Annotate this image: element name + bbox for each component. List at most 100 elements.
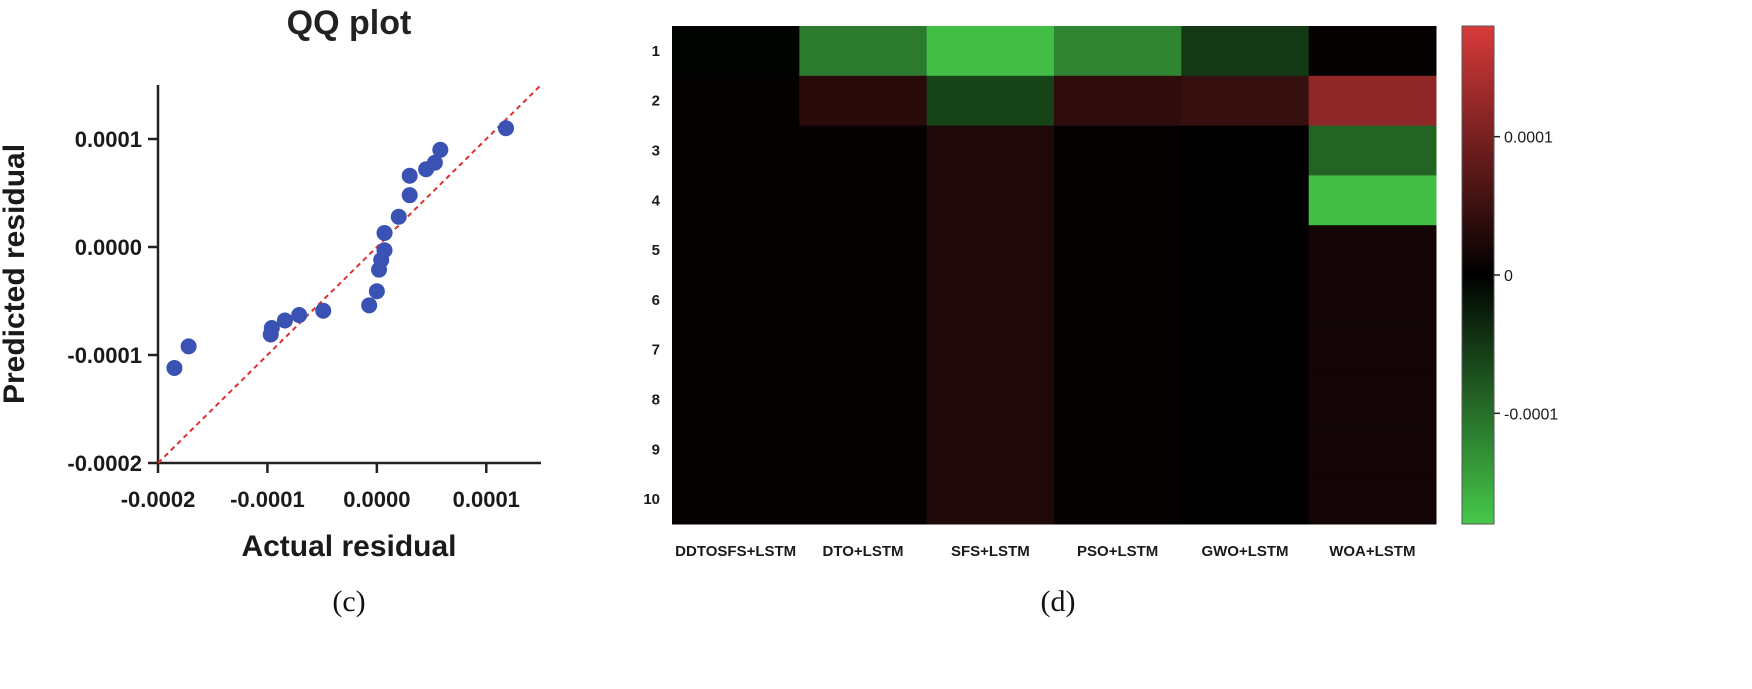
heatmap-row-label: 7 (652, 342, 660, 359)
heatmap-cell (1308, 374, 1437, 425)
heatmap-cell (1308, 424, 1437, 475)
heatmap-row-label: 6 (652, 292, 660, 309)
heatmap-cell (799, 374, 928, 425)
scatter-point (180, 338, 197, 355)
heatmap-cell (926, 324, 1055, 376)
heatmap-cell (799, 474, 928, 525)
x-axis-label: Actual residual (241, 530, 456, 563)
heatmap-cell (1054, 125, 1182, 176)
scatter-point (401, 167, 418, 184)
scatter-point (276, 312, 293, 329)
heatmap-cell (1181, 225, 1310, 276)
heatmap-row-label: 3 (652, 143, 660, 160)
heatmap-row-label: 1 (652, 43, 660, 60)
heatmap-cell (672, 26, 800, 77)
heatmap-cell (799, 175, 928, 226)
heatmap-cell (672, 125, 800, 176)
qq-ticks: -0.0002 -0.0001 0.0000 0.0001 -0.0002 -0.0001… (67, 127, 520, 512)
reference-line (157, 84, 542, 464)
scatter-point (376, 224, 393, 241)
heatmap-cell (799, 324, 928, 376)
heatmap-row-label: 5 (652, 242, 660, 259)
heatmap-cell (1308, 225, 1437, 276)
heatmap-cell (1054, 26, 1182, 77)
qq-plot-panel: QQ plot Actual residual Predicted residu… (0, 4, 542, 618)
heatmap-cell (672, 225, 800, 276)
heatmap-cell (1181, 275, 1310, 326)
heatmap-cells (672, 26, 1437, 525)
heatmap-row-label: 8 (652, 392, 660, 409)
heatmap-colorbar: 0.0001 0 -0.0001 (1461, 25, 1558, 525)
heatmap-cell (1181, 374, 1310, 425)
heatmap-row-label: 2 (652, 93, 660, 110)
colorbar-tick-label: 0 (1504, 268, 1513, 285)
heatmap-cell (926, 474, 1055, 525)
heatmap-cell (1308, 275, 1437, 326)
heatmap-cell (1308, 324, 1437, 376)
heatmap-cell (799, 275, 928, 326)
x-tick-label: -0.0001 (230, 487, 305, 512)
heatmap-cell (1181, 424, 1310, 475)
colorbar-tick-label: -0.0001 (1504, 406, 1558, 423)
heatmap-cell (1181, 474, 1310, 525)
scatter-point (432, 141, 449, 158)
heatmap-cell (926, 275, 1055, 326)
y-tick-label: -0.0001 (67, 343, 142, 368)
heatmap-cell (1054, 424, 1182, 475)
heatmap-cell (926, 175, 1055, 226)
heatmap-cell (926, 125, 1055, 176)
scatter-point (497, 120, 514, 137)
caption-d: (d) (1041, 585, 1076, 618)
heatmap-cell (926, 374, 1055, 425)
heatmap-cell (672, 374, 800, 425)
heatmap-cell (1054, 374, 1182, 425)
qq-plot-title: QQ plot (287, 4, 412, 42)
heatmap-cell (799, 225, 928, 276)
heatmap-cell (1181, 324, 1310, 376)
heatmap-column-label: DTO+LSTM (823, 543, 904, 560)
heatmap-cell (672, 275, 800, 326)
scatter-point (361, 297, 378, 314)
heatmap-cell (672, 75, 800, 127)
heatmap-column-label: WOA+LSTM (1329, 543, 1415, 560)
heatmap-cell (1308, 26, 1437, 77)
scatter-point (166, 359, 183, 376)
heatmap-cell (1181, 175, 1310, 226)
heatmap-cell (672, 175, 800, 226)
heatmap-row-labels: 1 2 3 4 5 6 7 8 9 10 (643, 43, 660, 508)
heatmap-cell (1308, 75, 1437, 127)
heatmap-cell (1054, 175, 1182, 226)
colorbar-gradient (1461, 25, 1495, 525)
heatmap-cell (1181, 26, 1310, 77)
heatmap-cell (672, 424, 800, 475)
heatmap-column-label: DDTOSFS+LSTM (675, 543, 796, 560)
heatmap-row-label: 4 (652, 192, 661, 209)
scatter-point (263, 320, 280, 336)
heatmap-cell (1308, 175, 1437, 226)
heatmap-column-label: SFS+LSTM (951, 543, 1030, 560)
heatmap-cell (799, 26, 928, 77)
heatmap-cell (1054, 275, 1182, 326)
heatmap-cell (1308, 474, 1437, 525)
heatmap-cell (926, 424, 1055, 475)
x-tick-label: -0.0002 (121, 487, 196, 512)
heatmap-cell (1181, 125, 1310, 176)
heatmap-row-label: 9 (652, 441, 660, 458)
heatmap-row-label: 10 (643, 491, 660, 508)
heatmap-column-label: PSO+LSTM (1077, 543, 1158, 560)
heatmap-column-label: GWO+LSTM (1201, 543, 1288, 560)
colorbar-tick-label: 0.0001 (1504, 130, 1553, 147)
y-tick-label: -0.0002 (67, 451, 142, 476)
heatmap-cell (1308, 125, 1437, 176)
heatmap-cell (926, 75, 1055, 127)
y-axis-label: Predicted residual (0, 144, 31, 404)
qq-plot-area (156, 84, 542, 465)
x-tick-label: 0.0001 (453, 487, 520, 512)
heatmap-panel: 1 2 3 4 5 6 7 8 9 10 DDTOSFS+LSTM DTO+LSTM SFS+LSTM… (643, 25, 1558, 618)
heatmap-cell (672, 324, 800, 376)
y-tick-label: 0.0000 (75, 235, 142, 260)
heatmap-cell (1054, 225, 1182, 276)
scatter-point (426, 154, 443, 171)
heatmap-cell (799, 75, 928, 127)
